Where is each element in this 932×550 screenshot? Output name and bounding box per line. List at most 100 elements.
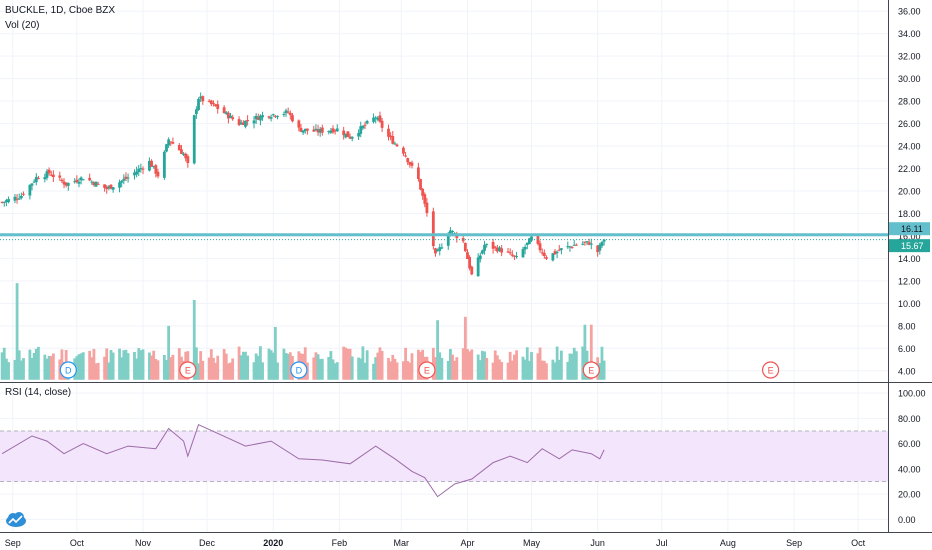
candle-up (19, 195, 23, 199)
candle-up (79, 177, 83, 181)
symbol-legend[interactable]: BUCKLE, 1D, Cboe BZX (5, 5, 116, 16)
volume-bar (199, 351, 203, 380)
price-tick-label: 30.00 (898, 74, 921, 84)
volume-bar (581, 346, 585, 380)
candle-up (259, 115, 262, 121)
candle-up (568, 246, 572, 248)
time-tick-label: Aug (720, 538, 736, 548)
volume-bar (169, 357, 173, 380)
candle-up (122, 178, 126, 181)
candle-down (491, 241, 495, 249)
candle-down (286, 111, 290, 113)
volume-bar (126, 353, 130, 380)
tradingview-logo-icon[interactable] (5, 510, 27, 528)
candle-down (58, 175, 62, 178)
volume-bar (273, 326, 277, 380)
volume-bar (431, 347, 435, 380)
volume-bar (498, 359, 501, 380)
earnings-marker[interactable]: E (418, 361, 436, 379)
rsi-legend[interactable]: RSI (14, close) (5, 387, 72, 398)
volume-bar (493, 350, 497, 380)
candle-up (162, 151, 166, 178)
candle-down (15, 198, 19, 200)
volume-bar (34, 348, 38, 380)
rsi-axis[interactable]: 100.00 80.00 60.00 40.00 20.00 0.00 (898, 389, 926, 525)
candle-up (572, 244, 576, 246)
volume-bar (508, 351, 512, 380)
candle-down (256, 116, 260, 120)
candle-up (600, 242, 604, 246)
volume-bar (229, 362, 232, 380)
candle-up (344, 133, 348, 138)
candle-up (30, 183, 34, 186)
candle-down (493, 246, 497, 248)
candle-up (476, 257, 480, 277)
time-tick-label: Apr (460, 538, 474, 548)
candle-down (389, 135, 393, 138)
volume-bar (122, 350, 126, 380)
marker-letter: D (65, 366, 72, 376)
volume-bar (227, 363, 230, 380)
candle-up (478, 255, 482, 260)
volume-bar (589, 324, 593, 380)
volume-bar (449, 349, 452, 380)
earnings-marker[interactable]: E (582, 361, 600, 379)
volume-bar (237, 346, 241, 380)
volume-bar (239, 355, 243, 380)
rsi-tick-label: 60.00 (898, 439, 921, 449)
candle-up (357, 132, 361, 137)
candle-down (124, 176, 128, 179)
volume-bar (133, 351, 136, 380)
candle-down (207, 100, 211, 102)
candle-up (560, 248, 563, 250)
candle-up (301, 130, 305, 133)
volume-bar (378, 347, 382, 380)
candle-up (566, 246, 570, 248)
candle-down (425, 202, 429, 214)
candle-up (126, 177, 130, 179)
price-axis[interactable]: 36.00 34.00 32.00 30.00 28.00 26.00 24.00 22.00… (898, 7, 921, 377)
candle-down (49, 174, 53, 176)
rsi-band (0, 430, 888, 482)
volume-bar (37, 346, 40, 380)
volume-bar (393, 358, 397, 380)
candle-up (133, 172, 136, 176)
volume-bar (560, 350, 563, 380)
candle-down (408, 162, 412, 165)
volume-bar (214, 362, 217, 380)
time-axis[interactable]: Sep Oct Nov Dec 2020 Feb Mar Apr May Jun Jul Aug Sep… (5, 538, 866, 548)
time-tick-label: 2020 (263, 538, 283, 548)
earnings-marker[interactable]: E (179, 361, 197, 379)
volume-bar (468, 351, 472, 380)
volume-legend[interactable]: Vol (20) (5, 20, 40, 31)
candle-up (120, 180, 124, 183)
candle-up (335, 128, 339, 132)
dividend-marker[interactable]: D (290, 361, 308, 379)
volume-bar (568, 353, 572, 380)
price-tick-label: 32.00 (898, 52, 921, 62)
volume-bar (246, 355, 250, 380)
volume-bar (17, 350, 21, 380)
candle-down (404, 155, 407, 157)
candle-up (28, 184, 32, 196)
volume-bar (284, 353, 288, 380)
price-tag-label: 15.67 (901, 241, 924, 251)
candle-down (419, 179, 422, 190)
candle-down (402, 147, 405, 154)
candle-up (372, 117, 375, 122)
candle-down (468, 256, 472, 269)
dividend-marker[interactable]: D (59, 361, 77, 379)
volume-bar (88, 350, 92, 380)
candle-down (214, 104, 217, 107)
candle-down (378, 115, 382, 122)
volume-bar (583, 324, 587, 380)
earnings-marker[interactable]: E (761, 361, 780, 379)
volume-bar (222, 349, 226, 380)
candle-down (109, 184, 113, 189)
price-tick-label: 22.00 (898, 164, 921, 174)
volume-bar (434, 357, 437, 380)
volume-bar (209, 349, 213, 380)
volume-bar (348, 348, 352, 380)
volume-bar (380, 350, 384, 380)
